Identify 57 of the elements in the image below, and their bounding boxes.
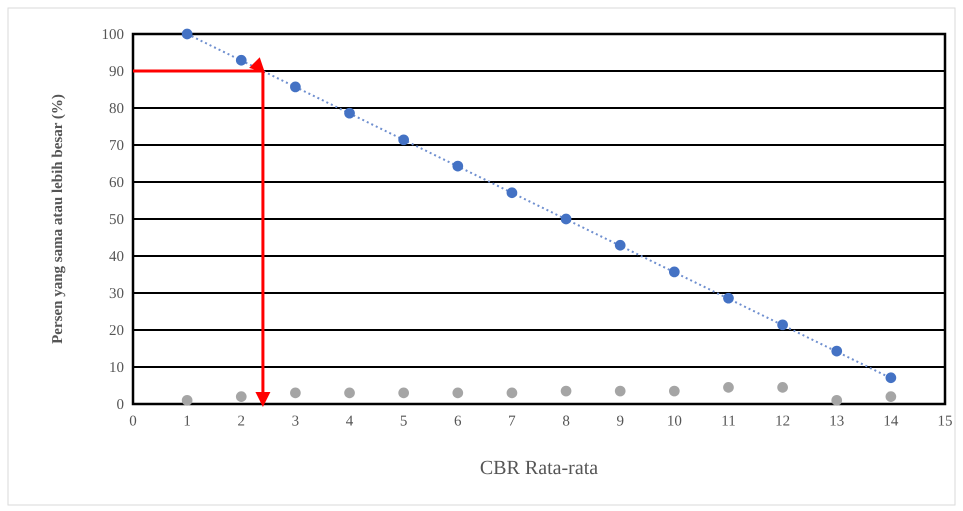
point <box>344 388 355 398</box>
x-tick-label: 12 <box>775 414 790 430</box>
point <box>831 394 842 406</box>
x-tick-label: 5 <box>400 414 408 430</box>
point <box>560 214 572 224</box>
y-tick-label: 10 <box>109 360 124 376</box>
point <box>506 388 518 398</box>
x-tick-label: 9 <box>616 414 624 430</box>
y-tick-label: 20 <box>109 322 124 339</box>
y-tick-label: 80 <box>109 100 124 117</box>
point <box>182 28 192 40</box>
point <box>560 386 572 396</box>
x-tick-label: 3 <box>292 414 300 430</box>
point <box>344 108 355 119</box>
point <box>723 292 734 304</box>
point <box>668 386 680 396</box>
point <box>398 388 410 398</box>
x-tick-label: 0 <box>129 414 137 430</box>
y-tick-label: 0 <box>116 396 124 413</box>
x-tick-label: 10 <box>666 414 682 430</box>
point <box>614 240 626 251</box>
point <box>290 82 301 92</box>
point <box>614 386 626 396</box>
y-axis-title: Persen yang sama atau lebih besar (%) <box>50 94 66 344</box>
point <box>236 391 247 402</box>
point <box>452 388 464 398</box>
y-tick-label: 50 <box>109 212 124 228</box>
y-tick-label: 100 <box>102 26 124 43</box>
x-tick-label: 15 <box>938 414 952 430</box>
x-tick-label: 8 <box>562 414 570 430</box>
x-tick-label: 13 <box>829 414 844 430</box>
y-tick-label: 90 <box>109 64 124 80</box>
point <box>182 394 192 406</box>
y-tick-label: 30 <box>109 286 124 302</box>
point <box>777 382 788 393</box>
point <box>398 134 410 146</box>
point <box>290 388 301 398</box>
x-tick-label: 2 <box>238 414 246 430</box>
y-tick-label: 70 <box>109 138 124 154</box>
x-tick-label: 11 <box>721 414 736 430</box>
point <box>886 372 896 384</box>
point <box>236 54 247 66</box>
x-tick-label: 14 <box>883 414 899 430</box>
x-tick-label: 6 <box>454 414 462 430</box>
x-tick-label: 4 <box>346 414 354 430</box>
point <box>506 187 518 198</box>
x-axis-title: CBR Rata-rata <box>480 457 598 479</box>
y-tick-label: 40 <box>109 248 124 265</box>
point <box>886 391 896 402</box>
x-tick-label: 7 <box>508 414 516 430</box>
point <box>831 346 842 356</box>
x-tick-label: 1 <box>183 414 191 430</box>
point <box>723 382 734 393</box>
point <box>777 319 788 330</box>
y-tick-label: 60 <box>109 174 124 191</box>
point <box>452 160 464 172</box>
point <box>668 266 680 278</box>
